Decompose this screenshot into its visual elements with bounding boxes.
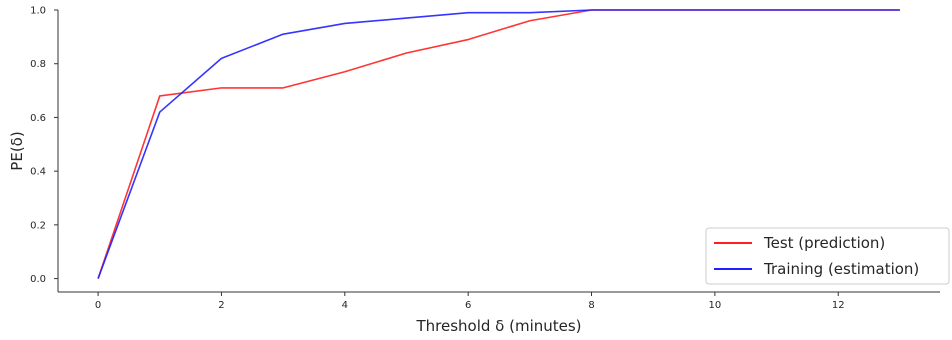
legend-label-training: Training (estimation) (763, 260, 919, 278)
x-tick-label: 0 (95, 300, 101, 311)
x-tick-label: 8 (588, 300, 594, 311)
series-line-training (97, 9, 900, 279)
legend-label-test: Test (prediction) (763, 234, 885, 252)
y-tick-label: 0.6 (30, 113, 46, 124)
y-tick-label: 0.2 (30, 220, 46, 231)
y-tick-label: 0.0 (30, 274, 46, 285)
series-lines (97, 9, 900, 279)
y-axis-label: PE(δ) (8, 131, 26, 170)
legend-box (705, 227, 950, 285)
axes (57, 10, 940, 293)
legend: Test (prediction) Training (estimation) (705, 227, 950, 285)
ticks: 0 2 4 6 8 10 12 0.0 0.2 0.4 0.6 0.8 1.0 (30, 6, 845, 312)
x-tick-label: 10 (709, 300, 722, 311)
x-tick-label: 6 (465, 300, 471, 311)
x-axis-label: Threshold δ (minutes) (415, 317, 581, 335)
y-tick-label: 0.8 (30, 59, 46, 70)
y-tick-label: 0.4 (30, 167, 46, 178)
y-tick-label: 1.0 (30, 6, 46, 17)
x-tick-label: 12 (832, 300, 845, 311)
x-tick-label: 2 (218, 300, 224, 311)
x-tick-label: 4 (342, 300, 348, 311)
